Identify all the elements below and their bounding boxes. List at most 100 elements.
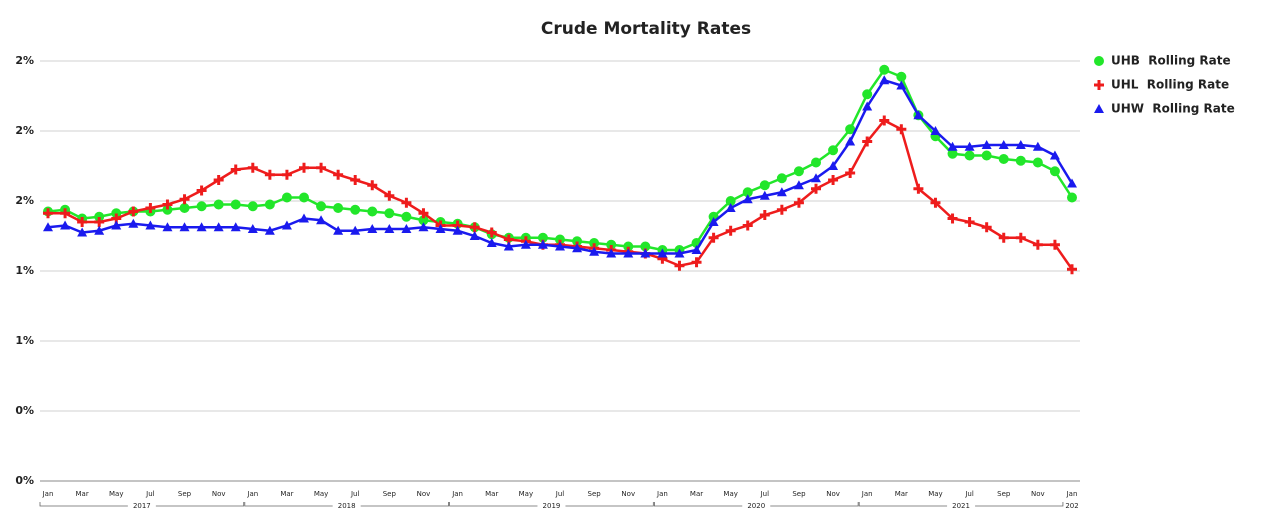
- marker: [179, 203, 190, 213]
- marker: [572, 236, 583, 247]
- marker: [316, 162, 327, 173]
- y-tick-label: 0%: [15, 404, 34, 417]
- year-bg: [947, 501, 976, 511]
- marker: [811, 183, 821, 194]
- marker: [879, 75, 890, 85]
- x-tick-label: Mar: [895, 490, 908, 498]
- year-label: 2019: [543, 502, 561, 510]
- x-tick-label: May: [723, 490, 737, 498]
- marker: [418, 208, 429, 219]
- marker: [94, 217, 105, 227]
- year-label: 2021: [952, 502, 970, 510]
- marker: [674, 248, 685, 258]
- marker: [333, 203, 344, 213]
- marker: [572, 243, 583, 253]
- marker: [828, 175, 839, 185]
- marker: [367, 180, 378, 191]
- marker: [623, 241, 634, 252]
- marker: [606, 248, 617, 258]
- marker: [213, 199, 224, 210]
- marker: [145, 220, 156, 230]
- marker: [606, 239, 617, 250]
- legend-label: UHB Rolling Rate: [1111, 54, 1231, 68]
- marker: [640, 248, 651, 258]
- marker: [401, 211, 412, 222]
- marker: [196, 185, 207, 196]
- x-tick-label: Mar: [485, 490, 498, 498]
- x-tick-label: Sep: [792, 490, 806, 498]
- marker: [367, 224, 378, 233]
- marker: [759, 210, 770, 220]
- x-tick-label: Jan: [656, 490, 668, 498]
- marker: [1094, 104, 1104, 113]
- marker: [299, 213, 309, 223]
- marker: [793, 180, 804, 190]
- x-tick-label: May: [314, 490, 328, 498]
- x-tick-label: Mar: [690, 490, 703, 498]
- marker: [401, 197, 412, 208]
- marker: [725, 196, 736, 206]
- marker: [264, 225, 275, 235]
- marker: [503, 241, 514, 251]
- marker: [828, 145, 839, 156]
- marker: [691, 245, 702, 254]
- x-tick-label: May: [928, 490, 942, 498]
- marker: [537, 232, 548, 243]
- legend-label: UHL Rolling Rate: [1111, 78, 1229, 92]
- marker: [589, 238, 600, 248]
- marker: [299, 162, 309, 173]
- marker: [60, 208, 71, 219]
- marker: [964, 217, 975, 227]
- marker: [1049, 239, 1060, 250]
- marker: [162, 199, 173, 210]
- marker: [913, 183, 924, 194]
- year-bg: [742, 501, 771, 511]
- marker: [264, 169, 275, 180]
- marker: [998, 154, 1009, 164]
- marker: [1015, 155, 1026, 166]
- year-bg: [127, 501, 156, 511]
- marker: [418, 215, 429, 226]
- marker: [94, 225, 105, 235]
- x-tick-label: Nov: [1031, 490, 1045, 498]
- marker: [213, 222, 224, 232]
- marker: [1049, 166, 1060, 177]
- marker: [589, 246, 600, 256]
- x-tick-label: May: [519, 490, 533, 498]
- marker: [401, 224, 412, 233]
- marker: [1032, 239, 1043, 250]
- marker: [742, 220, 753, 231]
- x-tick-label: Jul: [555, 490, 565, 498]
- y-tick-label: 2%: [15, 54, 34, 67]
- marker: [469, 231, 480, 240]
- year-label: 2018: [338, 502, 356, 510]
- year-bg: [537, 501, 566, 511]
- marker: [674, 260, 685, 271]
- legend-label: UHW Rolling Rate: [1111, 102, 1235, 116]
- marker: [811, 173, 821, 183]
- marker: [896, 71, 907, 82]
- marker: [43, 222, 53, 232]
- marker: [845, 124, 856, 135]
- marker: [213, 175, 224, 185]
- marker: [384, 224, 395, 233]
- marker: [299, 192, 309, 203]
- y-tick-label: 1%: [15, 334, 34, 347]
- marker: [60, 220, 71, 230]
- marker: [862, 89, 873, 100]
- marker: [384, 190, 395, 201]
- marker: [742, 187, 753, 198]
- marker: [811, 157, 821, 168]
- marker: [947, 141, 958, 151]
- marker: [981, 150, 992, 161]
- marker: [998, 140, 1009, 149]
- marker: [1094, 56, 1104, 66]
- marker: [350, 204, 361, 215]
- marker: [708, 217, 719, 226]
- x-tick-label: Jan: [246, 490, 258, 498]
- marker: [316, 215, 327, 225]
- x-tick-label: Jul: [145, 490, 155, 498]
- x-tick-label: Jul: [964, 490, 974, 498]
- marker: [759, 190, 770, 200]
